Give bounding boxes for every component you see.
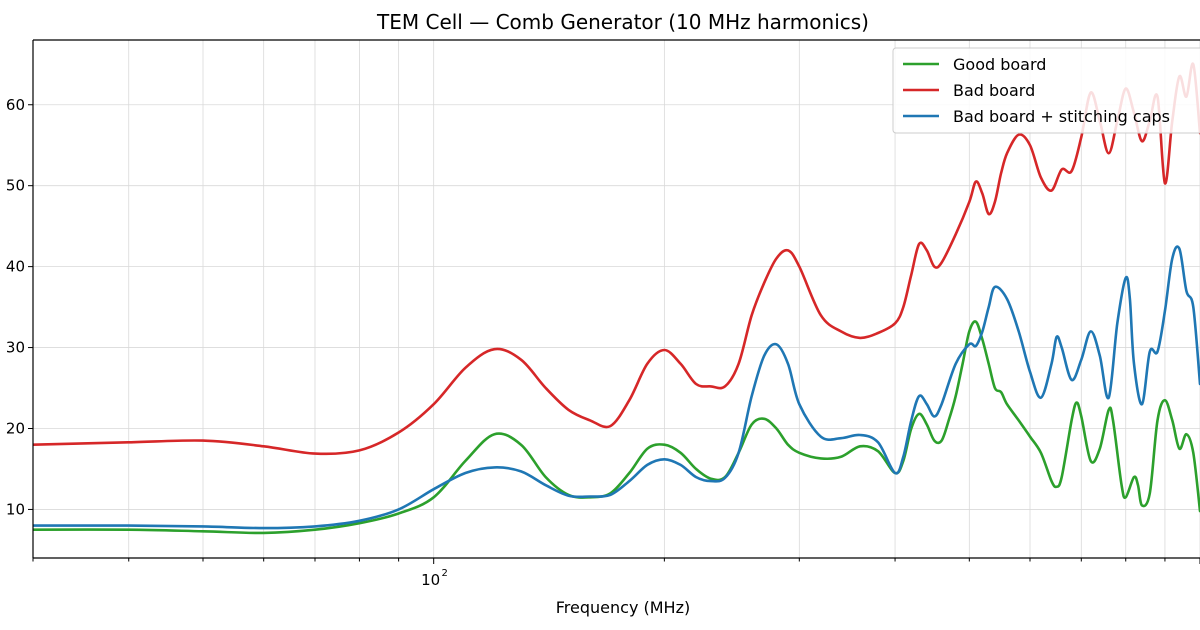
legend-box <box>892 47 1200 134</box>
y-tick-label: 20 <box>6 420 25 438</box>
y-tick-label: 50 <box>6 177 25 195</box>
x-tick-label: 10 <box>421 571 440 589</box>
series-layer <box>33 62 1200 535</box>
y-tick-label: 40 <box>6 258 25 276</box>
series-line-bad-board-stitching-caps <box>33 245 1200 530</box>
axes-layer <box>32 39 1200 559</box>
x-axis-label: Frequency (MHz) <box>556 598 690 617</box>
x-tick-label-exponent: 2 <box>442 568 448 579</box>
y-tick-label: 30 <box>6 339 25 357</box>
legend-label-bad-board: Bad board <box>953 81 1035 100</box>
legend: Good board Bad board Bad board + stitching… <box>892 47 1200 134</box>
chart-title: TEM Cell — Comb Generator (10 MHz harmon… <box>376 10 869 34</box>
y-tick-label: 60 <box>6 96 25 114</box>
legend-label-good-board: Good board <box>953 55 1046 74</box>
legend-label-bad-board-stitching-caps: Bad board + stitching caps <box>953 107 1170 126</box>
y-tick-label: 10 <box>6 500 25 518</box>
